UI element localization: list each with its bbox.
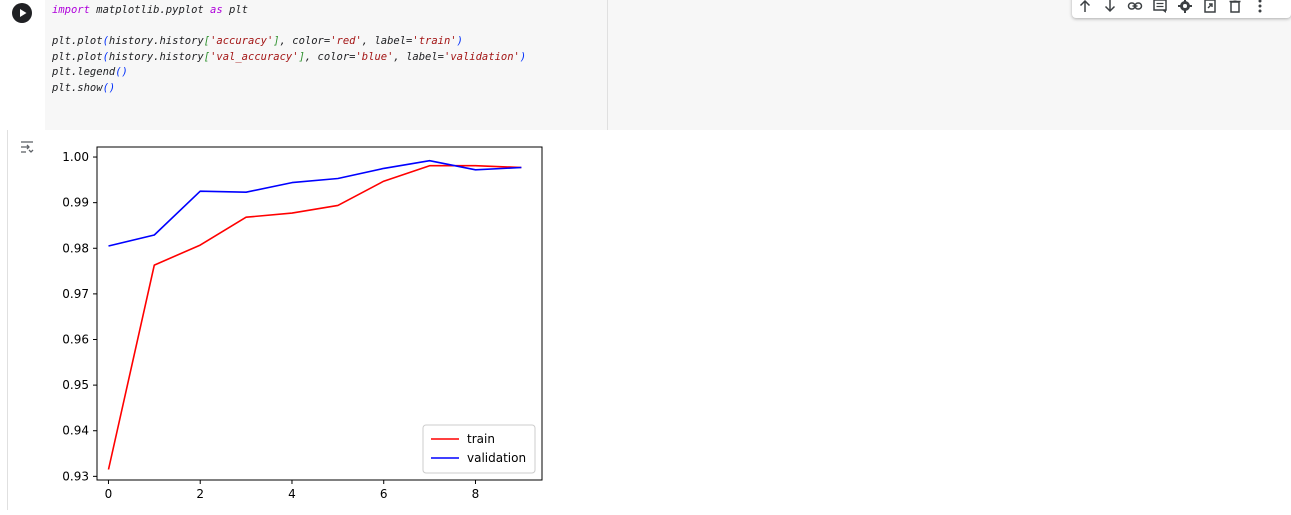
legend xyxy=(422,424,536,474)
comment-icon[interactable] xyxy=(1147,0,1172,14)
code-token: [ xyxy=(203,50,211,63)
code-line: plt.show() xyxy=(52,81,526,97)
y-tick-label: 0.96 xyxy=(62,333,89,347)
plot-output: 0.93 0.94 0.95 0.96 0.97 0.98 0.99 1.00 0 2 4 6 8 tra… xyxy=(45,130,565,510)
code-token: as xyxy=(210,4,223,16)
code-token: plt.legend xyxy=(52,66,116,78)
legend-label: validation xyxy=(467,451,526,465)
x-tick-label: 2 xyxy=(196,487,204,501)
y-tick-label: 0.94 xyxy=(62,424,89,438)
legend-label: train xyxy=(467,432,495,446)
code-token: ( xyxy=(102,50,109,63)
code-cell-background xyxy=(608,0,1291,130)
code-token: ( xyxy=(102,35,109,47)
code-token: ] xyxy=(298,50,305,63)
y-tick-label: 0.98 xyxy=(62,241,89,255)
y-tick-label: 0.99 xyxy=(62,196,89,210)
code-token: import xyxy=(52,4,90,16)
y-tick-label: 1.00 xyxy=(62,150,89,164)
code-token: 'blue' xyxy=(355,50,394,63)
y-tick-label: 0.93 xyxy=(62,469,89,483)
code-token: , label= xyxy=(361,35,413,47)
output-actions-icon[interactable] xyxy=(18,140,36,156)
code-token: ) xyxy=(519,50,527,63)
code-token: 'train' xyxy=(412,35,457,47)
code-token: 'validation' xyxy=(444,50,520,63)
code-line: plt.plot(history.history['accuracy'], co… xyxy=(52,34,526,50)
code-token: 'val_accuracy' xyxy=(210,50,299,63)
code-token: plt.plot xyxy=(52,50,103,63)
x-tick-label: 8 xyxy=(472,487,480,501)
move-down-icon[interactable] xyxy=(1097,0,1122,14)
x-tick-label: 0 xyxy=(105,487,113,501)
code-token: 'accuracy' xyxy=(210,35,274,47)
code-line: plt.plot(history.history['val_accuracy']… xyxy=(52,50,526,66)
code-token: history.history xyxy=(108,35,204,47)
code-token: plt.show xyxy=(52,81,103,94)
play-icon xyxy=(20,9,27,17)
x-tick-label: 4 xyxy=(288,487,296,501)
code-token: [ xyxy=(203,35,211,47)
code-token: 'red' xyxy=(330,35,362,47)
mirror-cell-icon[interactable] xyxy=(1197,0,1222,14)
code-token: plt.plot xyxy=(52,35,103,47)
code-token: () xyxy=(102,81,116,94)
line-chart: 0.93 0.94 0.95 0.96 0.97 0.98 0.99 1.00 0 2 4 6 8 tra… xyxy=(62,146,543,501)
settings-icon[interactable] xyxy=(1172,0,1197,14)
delete-icon[interactable] xyxy=(1222,0,1247,14)
link-icon[interactable] xyxy=(1122,0,1147,14)
cell-toolbar xyxy=(1072,0,1291,18)
more-icon[interactable] xyxy=(1247,0,1272,14)
move-up-icon[interactable] xyxy=(1072,0,1097,14)
code-text[interactable]: import matplotlib.pyplot as plt plt.plot(… xyxy=(52,3,526,96)
code-token: history.history xyxy=(108,50,204,63)
series-line-validation xyxy=(108,159,522,247)
code-token: , color= xyxy=(279,35,331,47)
code-token: , label= xyxy=(393,50,444,63)
y-tick-label: 0.97 xyxy=(62,287,89,301)
code-token: , color= xyxy=(304,50,356,63)
code-line xyxy=(52,19,526,35)
code-editor[interactable]: import matplotlib.pyplot as plt plt.plot(… xyxy=(45,0,608,130)
code-line: import matplotlib.pyplot as plt xyxy=(52,3,526,19)
code-token: matplotlib.pyplot xyxy=(89,4,211,16)
x-tick-label: 6 xyxy=(380,487,388,501)
code-line: plt.legend() xyxy=(52,65,526,81)
code-token: ) xyxy=(456,35,463,47)
code-token: ] xyxy=(273,35,280,47)
code-token: plt xyxy=(222,4,248,16)
output-divider xyxy=(7,130,8,510)
run-cell-button[interactable] xyxy=(12,3,32,23)
y-tick-label: 0.95 xyxy=(62,378,89,392)
code-token: () xyxy=(115,66,128,78)
